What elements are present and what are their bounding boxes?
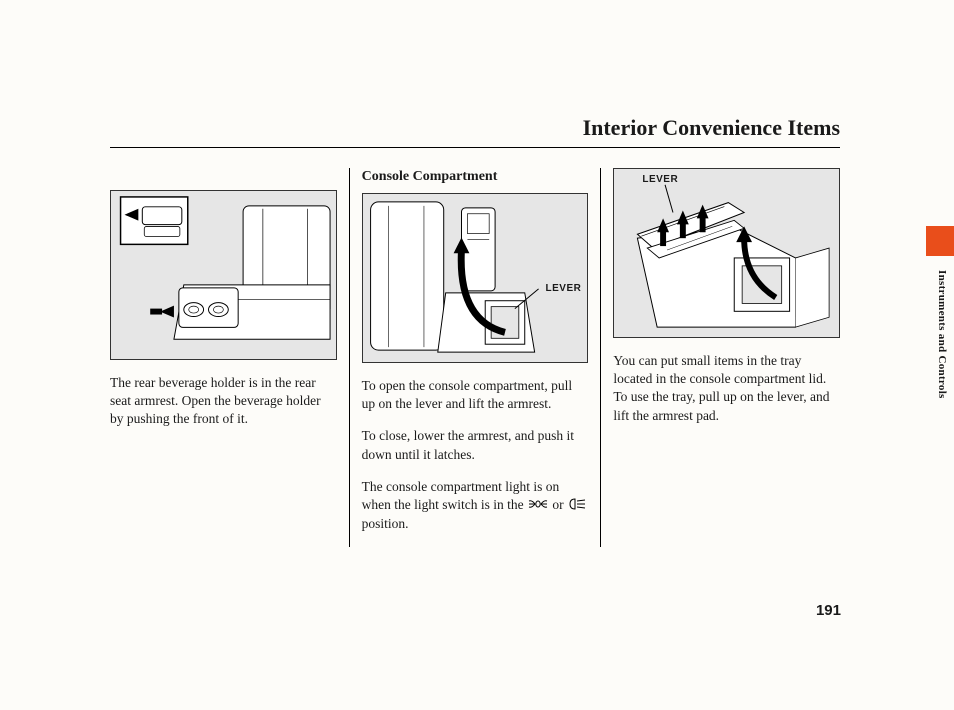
col2-para-2: To close, lower the armrest, and push it…	[362, 427, 589, 463]
light-text-post: position.	[362, 516, 409, 531]
light-text-mid: or	[552, 497, 563, 512]
col2-para-1: To open the console compartment, pull up…	[362, 377, 589, 413]
section-side-label: Instruments and Controls	[930, 270, 948, 399]
col3-para-1: You can put small items in the tray loca…	[613, 352, 840, 425]
column-3: LEVER	[600, 168, 840, 547]
console-compartment-heading: Console Compartment	[362, 168, 589, 187]
content-columns: The rear beverage holder is in the rear …	[110, 168, 840, 547]
illustration-cupholder	[111, 191, 336, 359]
headlights-icon	[567, 497, 587, 515]
figure-rear-beverage-holder	[110, 190, 337, 360]
lever-label: LEVER	[642, 173, 678, 187]
illustration-console-open	[363, 194, 588, 362]
manual-page: Interior Convenience Items	[110, 115, 840, 547]
parking-lights-icon	[527, 497, 549, 515]
col1-para-1: The rear beverage holder is in the rear …	[110, 374, 337, 429]
lever-label: LEVER	[546, 282, 582, 296]
spacer	[110, 168, 337, 190]
column-2: Console Compartment LEVER	[349, 168, 601, 547]
figure-console-compartment: LEVER	[362, 193, 589, 363]
page-number: 191	[816, 602, 841, 619]
col2-para-light: The console compartment light is on when…	[362, 478, 589, 533]
section-tab	[926, 226, 954, 256]
column-1: The rear beverage holder is in the rear …	[110, 168, 349, 547]
title-row: Interior Convenience Items	[110, 115, 840, 148]
illustration-tray	[614, 169, 839, 337]
page-title: Interior Convenience Items	[583, 115, 840, 140]
figure-armrest-tray: LEVER	[613, 168, 840, 338]
